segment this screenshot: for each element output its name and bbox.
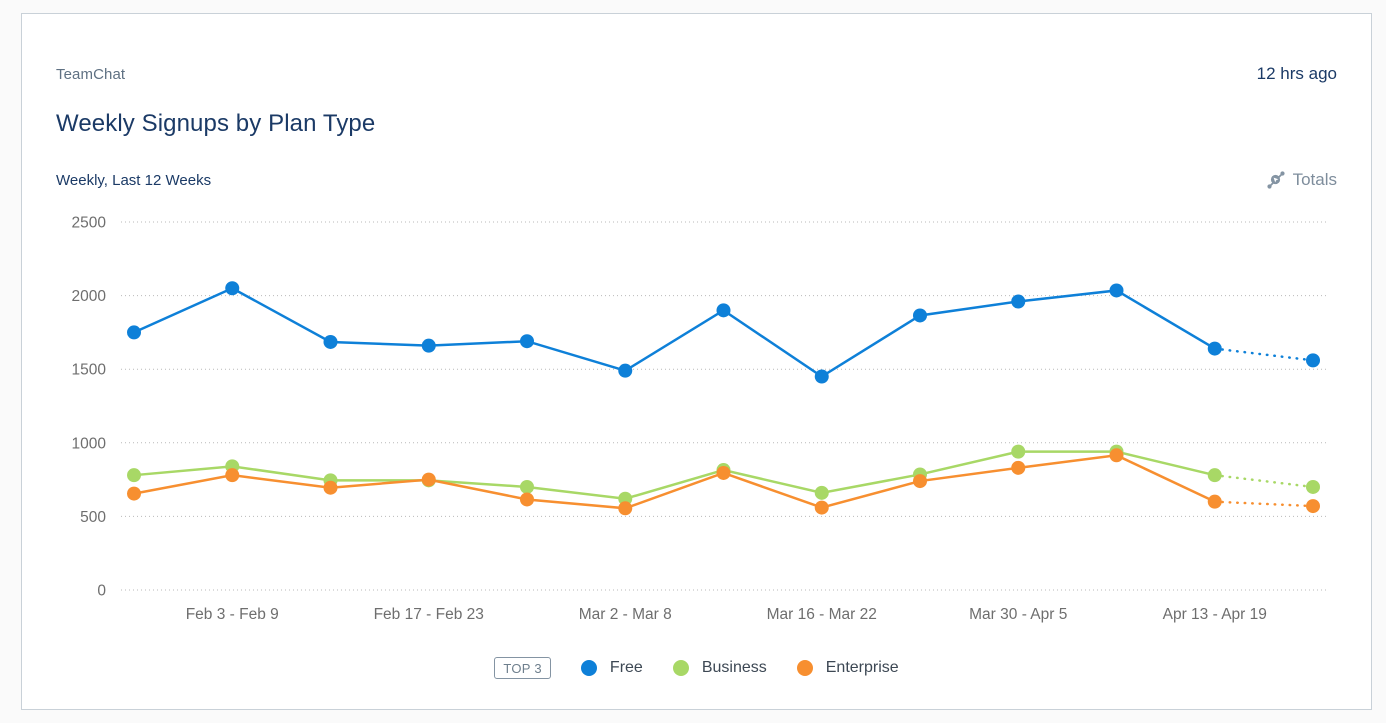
svg-text:Feb 3 - Feb 9: Feb 3 - Feb 9 bbox=[186, 606, 279, 623]
data-point[interactable] bbox=[520, 334, 534, 349]
svg-text:1000: 1000 bbox=[72, 435, 107, 452]
data-point[interactable] bbox=[1207, 341, 1222, 356]
svg-text:1500: 1500 bbox=[72, 362, 107, 379]
data-point[interactable] bbox=[1306, 499, 1320, 514]
data-point[interactable] bbox=[618, 491, 633, 506]
data-point[interactable] bbox=[127, 468, 141, 483]
svg-text:Mar 16 - Mar 22: Mar 16 - Mar 22 bbox=[767, 606, 877, 623]
data-point[interactable] bbox=[716, 465, 731, 480]
report-card: TeamChat 12 hrs ago Weekly Signups by Pl… bbox=[21, 13, 1372, 710]
svg-text:Apr 13 - Apr 19: Apr 13 - Apr 19 bbox=[1163, 606, 1267, 623]
legend-dot bbox=[796, 660, 813, 676]
data-point[interactable] bbox=[225, 468, 240, 483]
range-label: Weekly, Last 12 Weeks bbox=[56, 171, 212, 189]
top3-badge: TOP 3 bbox=[494, 657, 551, 679]
svg-text:2000: 2000 bbox=[72, 288, 107, 305]
data-point[interactable] bbox=[421, 472, 436, 487]
data-point[interactable] bbox=[716, 303, 731, 318]
data-point[interactable] bbox=[1306, 479, 1320, 494]
chart-wrap: 0 500 1000 1500 2000 2500 Feb 3 - Feb 9 Feb 17 … bbox=[56, 210, 1337, 645]
card-header: TeamChat 12 hrs ago bbox=[56, 14, 1337, 84]
legend-item-enterprise[interactable]: Enterprise bbox=[796, 659, 899, 677]
data-point[interactable] bbox=[323, 480, 338, 495]
legend-dot bbox=[580, 660, 597, 676]
data-point[interactable] bbox=[127, 486, 141, 501]
svg-text:Mar 2 - Mar 8: Mar 2 - Mar 8 bbox=[579, 606, 672, 623]
totals-icon bbox=[1266, 170, 1286, 190]
legend-item-label: Free bbox=[609, 659, 643, 676]
data-point[interactable] bbox=[1207, 468, 1222, 483]
legend-item-label: Enterprise bbox=[825, 659, 899, 676]
sub-row: Weekly, Last 12 Weeks Totals bbox=[56, 170, 1337, 190]
last-updated: 12 hrs ago bbox=[1256, 64, 1337, 83]
legend-item-business[interactable]: Business bbox=[672, 659, 767, 677]
data-point[interactable] bbox=[421, 338, 436, 353]
svg-text:500: 500 bbox=[80, 509, 106, 526]
data-point[interactable] bbox=[127, 325, 141, 340]
legend: TOP 3 Free Business Enterprise bbox=[56, 657, 1337, 679]
svg-text:Feb 17 - Feb 23: Feb 17 - Feb 23 bbox=[374, 606, 484, 623]
data-point[interactable] bbox=[1109, 448, 1124, 463]
data-point[interactable] bbox=[618, 363, 633, 378]
source-label: TeamChat bbox=[56, 66, 126, 83]
data-point[interactable] bbox=[814, 369, 829, 384]
data-point[interactable] bbox=[1011, 460, 1026, 475]
data-point[interactable] bbox=[1306, 353, 1320, 368]
svg-text:Mar 30 - Apr 5: Mar 30 - Apr 5 bbox=[969, 606, 1067, 623]
data-point[interactable] bbox=[618, 501, 633, 516]
data-point[interactable] bbox=[323, 334, 338, 349]
data-point[interactable] bbox=[520, 479, 534, 494]
data-point[interactable] bbox=[1207, 494, 1222, 509]
totals-label: Totals bbox=[1292, 170, 1337, 189]
data-point[interactable] bbox=[814, 500, 829, 515]
data-point[interactable] bbox=[814, 485, 829, 500]
data-point[interactable] bbox=[1011, 444, 1026, 459]
totals-toggle[interactable]: Totals bbox=[1266, 170, 1337, 190]
signups-chart[interactable]: 0 500 1000 1500 2000 2500 Feb 3 - Feb 9 Feb 17 … bbox=[56, 210, 1340, 640]
data-point[interactable] bbox=[1011, 294, 1026, 309]
chart-title: Weekly Signups by Plan Type bbox=[56, 110, 376, 137]
svg-text:0: 0 bbox=[97, 583, 106, 600]
data-point[interactable] bbox=[225, 281, 240, 296]
data-point[interactable] bbox=[520, 492, 534, 507]
data-point[interactable] bbox=[1109, 283, 1124, 298]
data-point[interactable] bbox=[913, 308, 927, 323]
legend-dot bbox=[672, 660, 689, 676]
legend-item-label: Business bbox=[701, 659, 767, 676]
legend-item-free[interactable]: Free bbox=[580, 659, 643, 677]
svg-text:2500: 2500 bbox=[72, 215, 107, 232]
data-point[interactable] bbox=[913, 474, 927, 489]
